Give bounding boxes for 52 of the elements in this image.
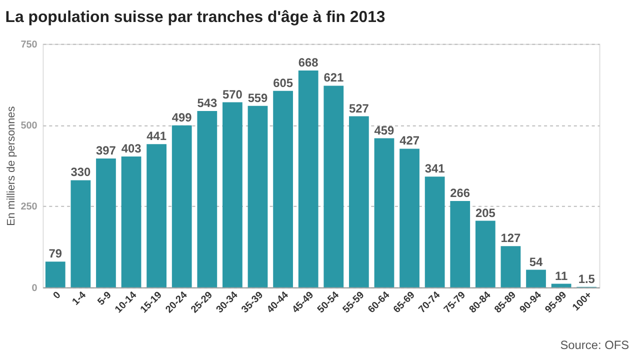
bar [500, 246, 521, 288]
y-tick-label: 750 [20, 39, 38, 50]
bar [374, 138, 394, 288]
bar [424, 176, 445, 288]
data-label: 11 [555, 268, 568, 283]
bar [324, 86, 344, 288]
bar [400, 148, 420, 288]
y-tick-label: 250 [20, 202, 38, 213]
data-label: 205 [475, 206, 496, 220]
chart-title: La population suisse par tranches d'âge à fin 2013 [5, 8, 386, 26]
data-label: 668 [298, 55, 319, 70]
bar [70, 180, 91, 288]
bar [248, 106, 268, 288]
data-label: 403 [121, 142, 142, 156]
data-label: 527 [348, 101, 370, 116]
data-label: 570 [222, 87, 243, 102]
x-tick-label: 1-4 [70, 289, 89, 308]
bar [551, 284, 572, 288]
data-label: 54 [529, 254, 544, 269]
bar [197, 111, 218, 288]
bar [45, 262, 66, 288]
bar [526, 270, 546, 288]
bar [121, 156, 142, 288]
data-label: 266 [450, 186, 470, 200]
data-label: 330 [70, 165, 91, 180]
data-label: 1.5 [578, 272, 596, 286]
data-label: 427 [400, 134, 420, 148]
data-label: 621 [324, 70, 344, 85]
data-label: 127 [500, 231, 522, 246]
bar [450, 200, 470, 288]
data-label: 341 [424, 162, 446, 176]
bar [273, 90, 293, 288]
bar [298, 70, 318, 288]
data-label: 499 [172, 110, 192, 124]
data-label: 397 [96, 143, 116, 158]
data-label: 441 [146, 129, 167, 144]
bar [146, 144, 167, 288]
data-label: 79 [48, 246, 62, 261]
bar [222, 102, 242, 288]
x-tick-label: 0 [51, 289, 64, 302]
bar [172, 125, 192, 288]
x-tick-label: 5-9 [96, 289, 114, 308]
data-label: 459 [374, 123, 395, 138]
bar [96, 158, 116, 288]
data-label: 559 [248, 90, 268, 105]
y-axis-title: En milliers de personnes [6, 106, 18, 226]
data-label: 543 [197, 96, 218, 110]
y-tick-label: 500 [20, 120, 38, 132]
bar [348, 116, 369, 288]
source-note: Source: OFS [560, 338, 630, 352]
bar [475, 220, 496, 288]
data-label: 605 [273, 76, 294, 90]
